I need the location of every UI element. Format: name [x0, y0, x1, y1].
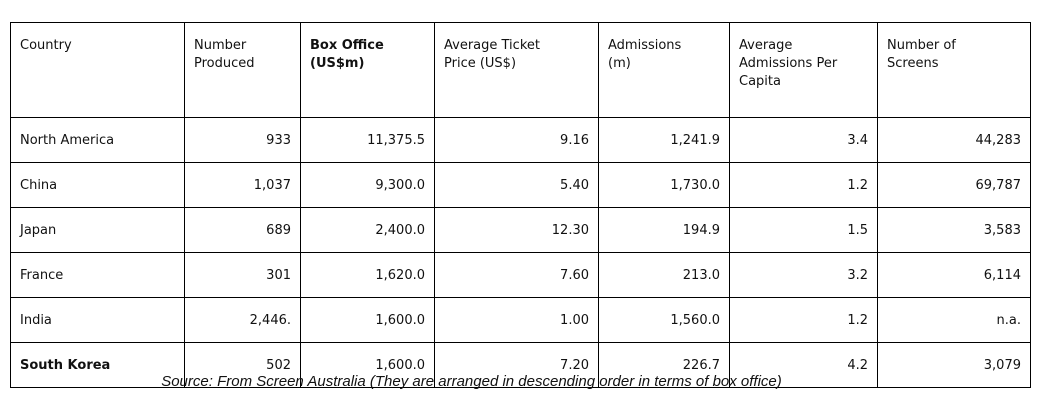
cell-admissions: 1,241.9 [598, 117, 730, 163]
header-number-of-screens: Number of Screens [877, 22, 1031, 118]
cell-box-office: 2,400.0 [300, 207, 435, 253]
header-country: Country [10, 22, 185, 118]
header-row: Country Number Produced Box Office (US$m) … [10, 22, 1031, 118]
cell-average-ticket-price: 9.16 [434, 117, 599, 163]
cell-admissions: 1,730.0 [598, 162, 730, 208]
cell-country: North America [10, 117, 185, 163]
cell-country: South Korea [10, 342, 185, 388]
cell-number-produced: 502 [184, 342, 301, 388]
cell-admissions: 213.0 [598, 252, 730, 298]
cell-admissions: 1,560.0 [598, 297, 730, 343]
cell-admissions-per-capita: 1.2 [729, 297, 878, 343]
header-average-admissions-per-capita: Average Admissions Per Capita [729, 22, 878, 118]
cell-country: France [10, 252, 185, 298]
cell-box-office: 1,620.0 [300, 252, 435, 298]
cell-average-ticket-price: 1.00 [434, 297, 599, 343]
table-row: South Korea 502 1,600.0 7.20 226.7 4.2 3… [10, 342, 1031, 388]
cell-average-ticket-price: 5.40 [434, 162, 599, 208]
cell-average-ticket-price: 12.30 [434, 207, 599, 253]
table-row: China 1,037 9,300.0 5.40 1,730.0 1.2 69,… [10, 162, 1031, 208]
cell-average-ticket-price: 7.20 [434, 342, 599, 388]
table-row: North America 933 11,375.5 9.16 1,241.9 … [10, 117, 1031, 163]
header-number-produced: Number Produced [184, 22, 301, 118]
cell-average-ticket-price: 7.60 [434, 252, 599, 298]
cell-number-of-screens: n.a. [877, 297, 1031, 343]
cell-number-produced: 2,446. [184, 297, 301, 343]
cell-admissions-per-capita: 3.4 [729, 117, 878, 163]
header-average-ticket-price: Average Ticket Price (US$) [434, 22, 599, 118]
table-row: France 301 1,620.0 7.60 213.0 3.2 6,114 [10, 252, 1031, 298]
table-row: Japan 689 2,400.0 12.30 194.9 1.5 3,583 [10, 207, 1031, 253]
cell-number-of-screens: 69,787 [877, 162, 1031, 208]
header-box-office: Box Office (US$m) [300, 22, 435, 118]
table-row: India 2,446. 1,600.0 1.00 1,560.0 1.2 n.… [10, 297, 1031, 343]
cell-number-produced: 689 [184, 207, 301, 253]
cell-number-of-screens: 44,283 [877, 117, 1031, 163]
film-statistics-table: Country Number Produced Box Office (US$m) … [10, 22, 1031, 388]
cell-number-of-screens: 3,583 [877, 207, 1031, 253]
cell-number-produced: 933 [184, 117, 301, 163]
cell-admissions: 194.9 [598, 207, 730, 253]
cell-box-office: 9,300.0 [300, 162, 435, 208]
cell-number-produced: 301 [184, 252, 301, 298]
film-statistics-table-container: Country Number Produced Box Office (US$m) … [10, 22, 1031, 388]
cell-admissions-per-capita: 3.2 [729, 252, 878, 298]
cell-number-of-screens: 3,079 [877, 342, 1031, 388]
cell-box-office: 1,600.0 [300, 297, 435, 343]
cell-admissions-per-capita: 1.5 [729, 207, 878, 253]
source-caption: Source: From Screen Australia (They are … [161, 373, 782, 390]
cell-admissions-per-capita: 1.2 [729, 162, 878, 208]
cell-country: India [10, 297, 185, 343]
cell-country: Japan [10, 207, 185, 253]
cell-number-produced: 1,037 [184, 162, 301, 208]
header-admissions: Admissions (m) [598, 22, 730, 118]
cell-box-office: 11,375.5 [300, 117, 435, 163]
cell-number-of-screens: 6,114 [877, 252, 1031, 298]
cell-country: China [10, 162, 185, 208]
